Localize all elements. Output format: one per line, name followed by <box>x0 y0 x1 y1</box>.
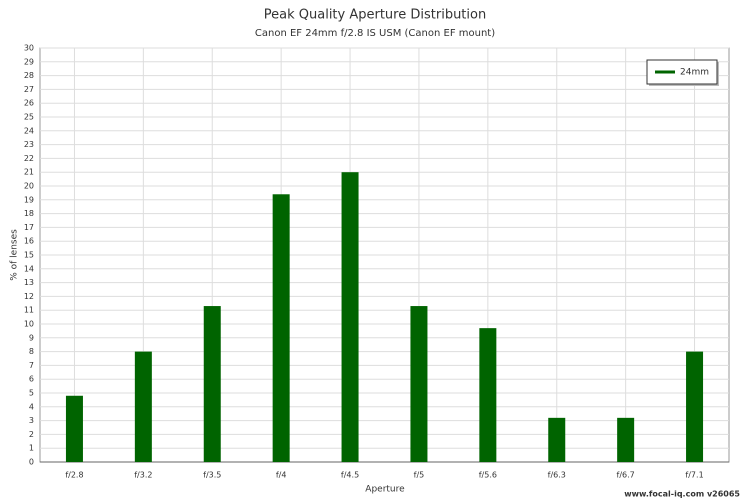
x-tick-label: f/5 <box>414 471 425 480</box>
y-tick-label: 26 <box>24 99 34 108</box>
y-tick-label: 5 <box>29 389 34 398</box>
y-tick-label: 20 <box>24 182 34 191</box>
legend-label: 24mm <box>680 68 709 78</box>
bar <box>203 306 221 462</box>
bar <box>479 328 497 462</box>
x-tick-label: f/7.1 <box>685 471 703 480</box>
y-tick-label: 13 <box>24 278 34 287</box>
x-tick-label: f/3.5 <box>203 471 221 480</box>
y-axis-label: % of lenses <box>10 229 20 281</box>
y-tick-label: 18 <box>24 209 34 218</box>
y-tick-label: 17 <box>24 223 34 232</box>
x-tick-label: f/6.7 <box>617 471 635 480</box>
y-tick-label: 24 <box>24 126 34 135</box>
bar <box>341 172 359 462</box>
y-tick-label: 22 <box>24 154 34 163</box>
y-tick-label: 30 <box>24 44 34 53</box>
chart-subtitle: Canon EF 24mm f/2.8 IS USM (Canon EF mou… <box>255 28 495 39</box>
y-tick-label: 12 <box>24 292 34 301</box>
chart-title: Peak Quality Aperture Distribution <box>264 8 486 23</box>
bar <box>548 417 566 462</box>
bar <box>410 306 428 462</box>
bar <box>686 351 704 462</box>
y-tick-label: 9 <box>29 333 34 342</box>
y-tick-label: 23 <box>24 140 34 149</box>
y-tick-label: 7 <box>29 361 34 370</box>
bar <box>617 417 635 462</box>
footer: www.focal-iq.com v26065 <box>624 490 740 499</box>
y-tick-label: 27 <box>24 85 34 94</box>
y-tick-label: 3 <box>29 416 34 425</box>
y-tick-label: 6 <box>29 375 34 384</box>
bar <box>272 194 290 462</box>
y-tick-label: 8 <box>29 347 34 356</box>
bar <box>134 351 152 462</box>
x-tick-label: f/4.5 <box>341 471 359 480</box>
y-tick-label: 1 <box>29 444 34 453</box>
y-tick-label: 0 <box>29 458 34 467</box>
y-tick-label: 19 <box>24 195 34 204</box>
y-tick-label: 4 <box>29 402 34 411</box>
bar <box>65 395 83 462</box>
y-tick-label: 29 <box>24 57 34 66</box>
y-tick-label: 11 <box>24 306 34 315</box>
y-tick-label: 25 <box>24 113 34 122</box>
x-tick-label: f/2.8 <box>65 471 83 480</box>
y-tick-label: 21 <box>24 168 34 177</box>
x-tick-label: f/6.3 <box>548 471 566 480</box>
x-tick-label: f/5.6 <box>479 471 497 480</box>
x-tick-label: f/3.2 <box>134 471 152 480</box>
y-tick-label: 2 <box>29 430 34 439</box>
y-tick-label: 10 <box>24 320 34 329</box>
x-axis-label: Aperture <box>365 485 405 495</box>
x-tick-label: f/4 <box>276 471 287 480</box>
y-tick-label: 15 <box>24 251 34 260</box>
y-tick-label: 14 <box>24 264 34 273</box>
y-tick-label: 16 <box>24 237 34 246</box>
y-tick-label: 28 <box>24 71 34 80</box>
